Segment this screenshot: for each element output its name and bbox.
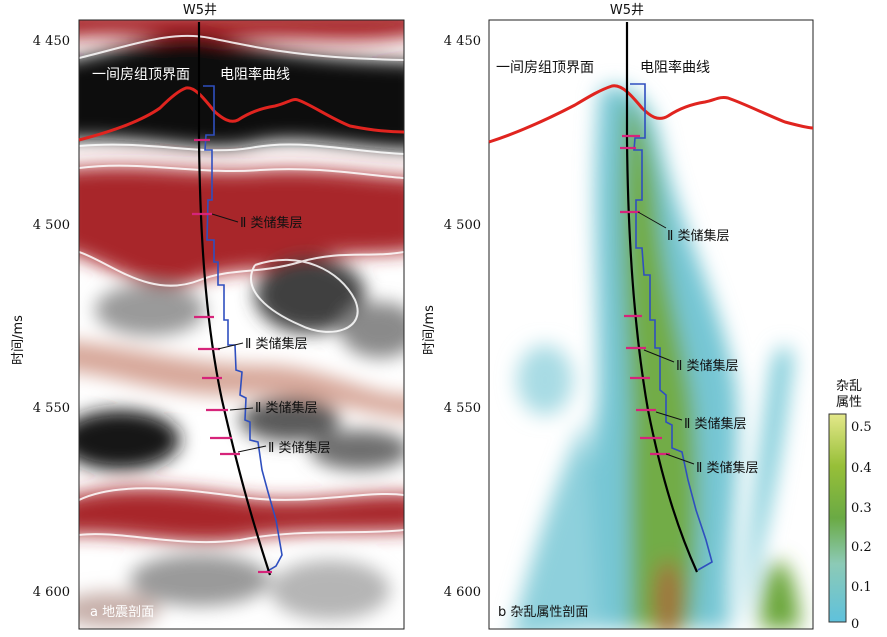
y-tick-b-4600: 4 600 (444, 585, 481, 600)
y-tick-a-4500: 4 500 (33, 218, 70, 233)
reservoir-label-a-4: Ⅱ 类储集层 (268, 440, 331, 456)
well-trajectory-b (625, 22, 699, 573)
label-leaders-b (637, 211, 695, 465)
colorbar-title-1: 杂乱 (836, 379, 862, 394)
attribute-frame (488, 19, 814, 630)
reservoir-label-b-1: Ⅱ 类储集层 (667, 228, 730, 244)
well-name-b: W5井 (610, 3, 644, 18)
y-axis-label-a: 时间/ms (11, 315, 26, 365)
y-axis-b: 4 450 4 500 4 550 4 600 时间/ms (422, 34, 481, 600)
reservoir-label-a-1: Ⅱ 类储集层 (240, 215, 303, 231)
colorbar: 杂乱 属性 0.5 0.4 0.3 0.2 0.1 0 (828, 379, 872, 632)
well-trajectory-a (197, 22, 272, 576)
horizon-label-a: 一间房组顶界面 (92, 67, 190, 83)
caption-a: a 地震剖面 (90, 605, 154, 620)
caption-b: b 杂乱属性剖面 (498, 605, 588, 620)
resistivity-curve-b (630, 83, 713, 571)
curve-label-a: 电阻率曲线 (220, 66, 290, 83)
colorbar-tick-0.1: 0.1 (851, 580, 872, 595)
y-tick-a-4450: 4 450 (33, 34, 70, 49)
resistivity-curve-a (203, 85, 283, 573)
horizon-line-b (488, 84, 814, 144)
y-tick-a-4600: 4 600 (33, 585, 70, 600)
reservoir-label-b-4: Ⅱ 类储集层 (696, 460, 759, 476)
colorbar-tick-0.4: 0.4 (851, 461, 872, 476)
seismic-section (79, 20, 404, 629)
y-tick-b-4550: 4 550 (444, 401, 481, 416)
colorbar-tick-0.2: 0.2 (851, 540, 872, 555)
curve-label-b: 电阻率曲线 (640, 59, 710, 76)
reservoir-label-b-3: Ⅱ 类储集层 (684, 416, 747, 432)
y-tick-a-4550: 4 550 (33, 401, 70, 416)
y-tick-b-4500: 4 500 (444, 218, 481, 233)
seismic-frame (78, 19, 405, 630)
colorbar-tick-0.3: 0.3 (851, 501, 872, 516)
reservoir-label-b-2: Ⅱ 类储集层 (676, 358, 739, 374)
horizon-line-a (78, 86, 405, 142)
well-name-a: W5井 (183, 3, 217, 18)
reservoir-markers-a (192, 138, 272, 574)
horizon-label-b: 一间房组顶界面 (496, 60, 594, 76)
reservoir-label-a-2: Ⅱ 类储集层 (245, 336, 308, 352)
colorbar-tick-0.5: 0.5 (851, 420, 872, 435)
y-axis-label-b: 时间/ms (422, 305, 437, 355)
y-tick-b-4450: 4 450 (444, 34, 481, 49)
label-leaders-a (211, 213, 267, 453)
reservoir-label-a-3: Ⅱ 类储集层 (255, 400, 318, 416)
colorbar-gradient (828, 413, 847, 623)
colorbar-title-2: 属性 (836, 395, 862, 410)
reservoir-markers-b (620, 134, 670, 456)
colorbar-tick-0: 0 (851, 617, 859, 632)
y-axis-a: 4 450 4 500 4 550 4 600 时间/ms (11, 34, 70, 600)
